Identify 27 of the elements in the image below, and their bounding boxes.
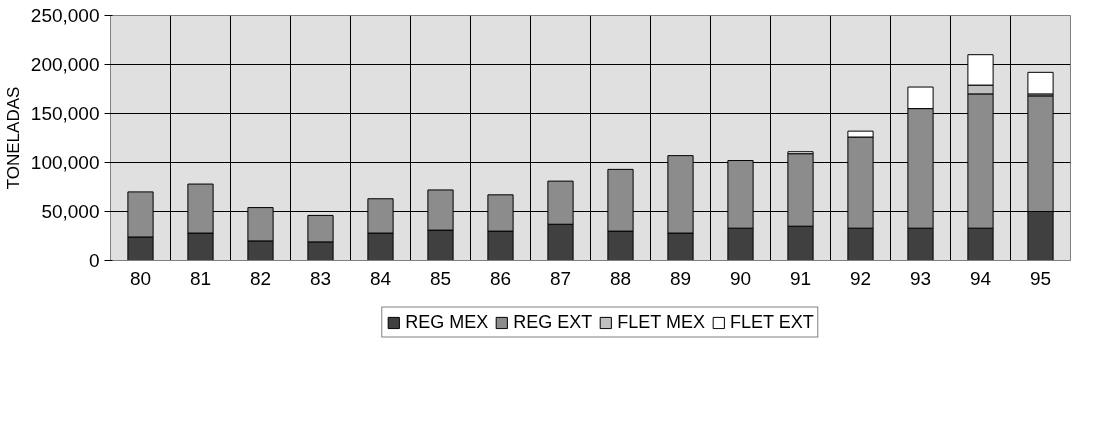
y-tick-label: 200,000 [30,54,100,75]
y-tick-label: 150,000 [30,103,100,124]
x-tick-label: 93 [909,267,932,289]
x-tick-label: 90 [729,267,752,289]
legend-label: FLET MEX [617,311,706,333]
legend-label: FLET EXT [730,311,814,333]
x-tick-label: 81 [189,267,212,289]
y-tick-label: 50,000 [41,201,100,222]
x-tick-label: 92 [849,267,872,289]
x-tick-label: 91 [789,267,812,289]
x-tick-label: 82 [249,267,272,289]
x-tick-label: 83 [309,267,332,289]
x-tick-label: 84 [369,267,392,289]
y-tick-label: 0 [88,250,100,271]
x-tick-label: 86 [489,267,512,289]
x-tick-label: 94 [969,267,992,289]
y-tick-label: 250,000 [30,5,100,26]
y-tick-label: 100,000 [30,152,100,173]
x-tick-label: 89 [669,267,692,289]
legend-label: REG MEX [405,311,489,333]
x-tick-label: 95 [1029,267,1052,289]
y-axis-title: TONELADAS [3,86,23,190]
legend-label: REG EXT [513,311,593,333]
x-tick-label: 85 [429,267,452,289]
x-tick-label: 80 [129,267,152,289]
x-tick-label: 88 [609,267,632,289]
x-tick-label: 87 [549,267,572,289]
